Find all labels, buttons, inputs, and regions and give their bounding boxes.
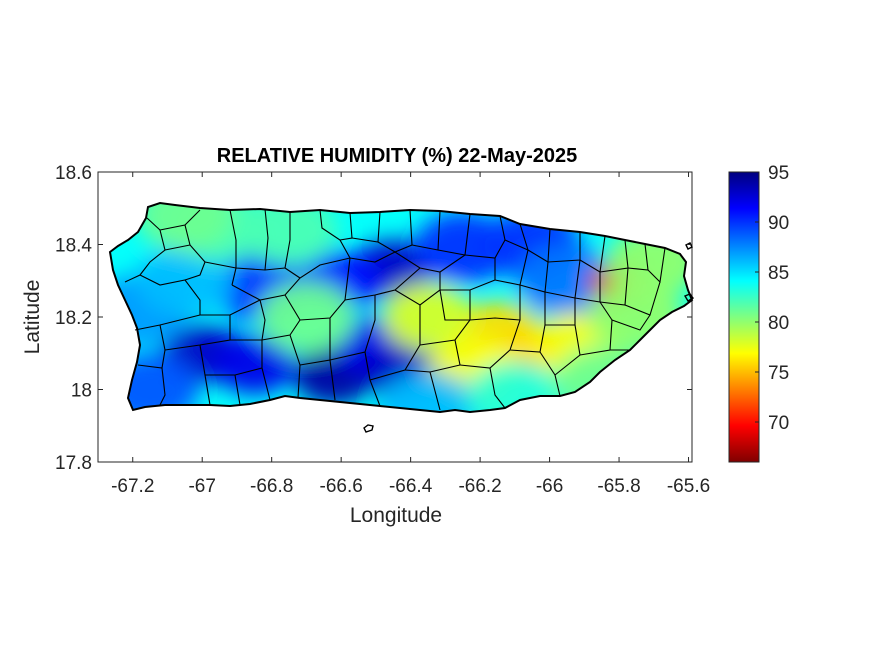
colorbar-tick-label: 90: [768, 213, 789, 234]
municipality-boundary: [469, 317, 521, 321]
humidity-blob: [379, 371, 477, 412]
colorbar-tick-label: 80: [768, 313, 789, 334]
y-tick-label: 18.2: [55, 308, 92, 329]
humidity-field: [110, 203, 692, 412]
municipality-boundaries: [124, 208, 666, 411]
municipality-boundary: [284, 212, 291, 269]
municipality-boundary: [164, 244, 191, 251]
y-tick-label: 18.6: [55, 163, 92, 184]
municipality-boundary: [139, 274, 201, 315]
y-axis-label: Latitude: [21, 280, 44, 355]
colorbar: 95 90 85 80 75 70: [728, 163, 789, 463]
municipality-boundary: [489, 367, 506, 409]
municipality-boundary: [394, 272, 441, 306]
x-tick-label: -65.8: [597, 476, 640, 497]
islet-outline: [363, 424, 374, 433]
municipality-boundary: [229, 209, 237, 286]
x-axis: -67.2 -67 -66.8 -66.6 -66.4 -66.2 -66 -65.8 -65.…: [111, 172, 710, 497]
municipality-boundary: [230, 299, 266, 341]
x-tick-label: -66: [536, 476, 563, 497]
colorbar-gradient: [728, 171, 760, 463]
municipality-boundary: [299, 257, 351, 321]
x-tick-label: -66.2: [458, 476, 501, 497]
municipality-boundary: [159, 367, 166, 406]
colorbar-tick-label: 85: [768, 263, 789, 284]
municipality-boundary: [124, 217, 166, 283]
municipality-boundary: [369, 305, 421, 381]
municipality-boundary: [284, 267, 301, 279]
municipality-boundary: [319, 209, 351, 259]
y-tick-label: 18.4: [55, 236, 92, 257]
island-outline: [108, 201, 694, 414]
municipality-boundary: [204, 261, 286, 271]
x-tick-label: -65.6: [667, 476, 710, 497]
colorbar-ticks: 95 90 85 80 75 70: [755, 163, 789, 434]
x-tick-label: -66.6: [320, 476, 363, 497]
islet-outlines: [363, 242, 695, 433]
x-tick-label: -67: [188, 476, 215, 497]
chart-title: RELATIVE HUMIDITY (%) 22-May-2025: [217, 145, 577, 167]
municipality-boundary: [329, 295, 376, 361]
municipality-boundary: [261, 367, 271, 401]
humidity-blob: [257, 281, 356, 353]
y-tick-label: 17.8: [55, 453, 92, 474]
municipality-boundary: [344, 267, 421, 301]
humidity-blob: [240, 203, 338, 266]
islet-outline: [683, 293, 695, 302]
colorbar-tick-label: 70: [768, 413, 789, 434]
municipality-boundary: [579, 301, 613, 356]
municipality-boundary: [329, 359, 336, 401]
humidity-blob: [382, 283, 474, 351]
municipality-boundary: [264, 208, 269, 271]
municipality-boundary: [509, 292, 546, 353]
humidity-blob: [466, 360, 564, 412]
humidity-blob: [213, 334, 295, 395]
y-axis: 18.6 18.4 18.2 18 17.8: [55, 163, 692, 474]
municipality-boundary: [261, 294, 301, 341]
municipality-boundary: [164, 315, 231, 351]
municipality-boundary: [439, 289, 470, 321]
municipality-boundary: [464, 215, 506, 259]
x-tick-label: -67.2: [111, 476, 154, 497]
municipality-boundary: [137, 324, 166, 369]
humidity-blob: [414, 212, 512, 285]
humidity-blob: [518, 244, 616, 317]
x-tick-label: -66.4: [389, 476, 433, 497]
municipality-boundary: [611, 314, 651, 331]
x-tick-label: -66.8: [250, 476, 293, 497]
colorbar-tick-label: 75: [768, 363, 789, 384]
colorbar-tick-label: 95: [768, 163, 789, 184]
islet-outline: [685, 242, 693, 250]
municipality-boundary: [419, 290, 471, 346]
municipality-boundary: [377, 209, 413, 253]
x-axis-label: Longitude: [350, 504, 442, 527]
y-tick-label: 18: [71, 381, 92, 402]
municipality-boundary: [440, 258, 496, 291]
